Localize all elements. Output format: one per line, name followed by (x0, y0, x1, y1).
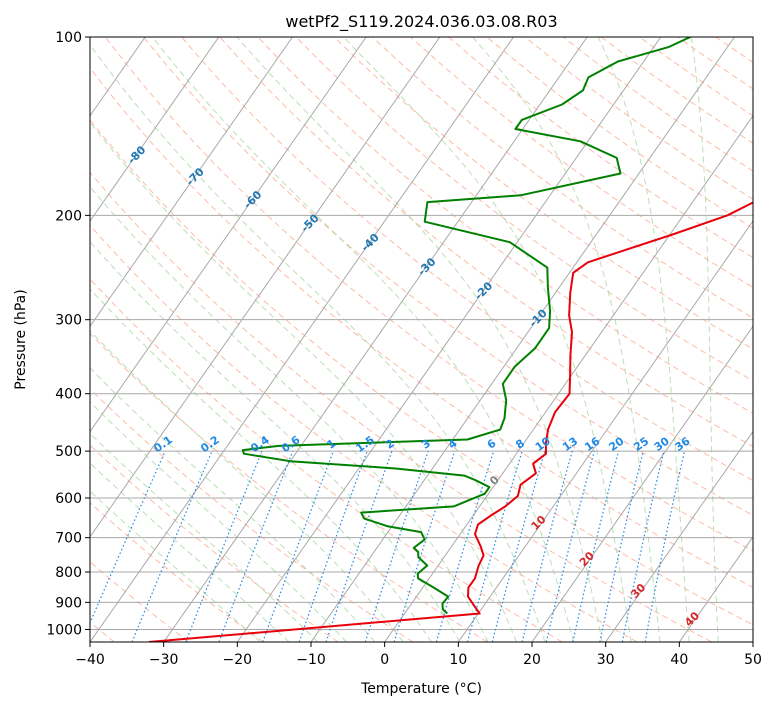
chart-title: wetPf2_S119.2024.036.03.08.R03 (285, 12, 557, 32)
moist-adiabat-line (472, 37, 661, 642)
mixing-ratio-line (131, 450, 213, 642)
moist-adiabat-line (90, 121, 517, 642)
mixing-ratio-line (572, 450, 620, 642)
mixing-ratio-line (466, 450, 523, 642)
mixing-ratio-line (298, 450, 368, 642)
y-tick-label: 900 (55, 595, 82, 611)
y-tick-label: 1000 (46, 622, 82, 638)
mixing-ratio-line (364, 450, 429, 642)
mixing-ratio-line (185, 450, 263, 642)
y-axis: 100 200 300 400 500 600 700 800 900 1000 (46, 30, 90, 638)
isotherm-line (163, 37, 588, 642)
y-tick-label: 800 (55, 565, 82, 581)
mixing-ratio-line (521, 450, 573, 642)
x-tick-label: −20 (223, 652, 253, 668)
moist-adiabat-line (90, 240, 461, 642)
y-tick-label: 300 (55, 313, 82, 329)
temperature-profile-line (148, 201, 753, 642)
moist-adiabat-line (90, 329, 404, 642)
mixing-ratio-line (435, 450, 495, 642)
pressure-gridlines (90, 37, 753, 630)
isotherm-line (236, 37, 662, 642)
dry-adiabat-line (90, 278, 563, 642)
isotherm-line (678, 535, 753, 642)
y-tick-label: 400 (55, 387, 82, 403)
moist-adiabat-line (90, 432, 319, 642)
dry-adiabat-line (143, 37, 753, 516)
isotherm-line (90, 37, 514, 642)
isotherm-line (457, 220, 753, 642)
isotherm-line (90, 37, 293, 328)
isotherm-line (90, 37, 220, 222)
x-tick-label: 0 (380, 652, 389, 668)
dry-adiabat-line (104, 37, 753, 552)
mixing-ratio-line (393, 450, 456, 642)
sounding-series (148, 37, 753, 642)
x-tick-label: −30 (149, 652, 179, 668)
y-tick-label: 200 (55, 208, 82, 224)
moist-adiabat-line (90, 185, 489, 642)
moist-adiabat-line (597, 37, 690, 642)
y-tick-label: 600 (55, 491, 82, 507)
moist-adiabat-line (343, 37, 632, 642)
x-tick-label: 20 (523, 652, 541, 668)
dry-adiabat-line (90, 67, 753, 588)
moist-adiabat-line (90, 462, 290, 642)
moist-adiabat-line (90, 43, 546, 642)
x-tick-label: 30 (597, 652, 615, 668)
moist-adiabat-line (90, 288, 432, 642)
dry-adiabat-line (410, 37, 753, 289)
mixing-ratio-line (90, 450, 166, 625)
dry-adiabat-line (219, 37, 753, 448)
mixing-ratio-line (218, 450, 294, 642)
x-axis-label: Temperature (°C) (360, 681, 482, 697)
isotherms (90, 37, 753, 642)
dry-adiabat-line (90, 502, 264, 642)
moist-adiabat-line (236, 37, 603, 642)
isotherm-line (90, 37, 367, 433)
mixing-ratio-line (491, 450, 546, 642)
mixing-ratio-lines (90, 450, 686, 642)
x-tick-label: 10 (449, 652, 467, 668)
x-tick-label: 40 (670, 652, 688, 668)
isotherm-line (384, 114, 753, 642)
dry-adiabat-line (90, 171, 712, 642)
dewpoint-profile-line (241, 37, 691, 615)
isotherm-line (90, 37, 441, 538)
y-tick-label: 700 (55, 531, 82, 547)
x-tick-label: −10 (296, 652, 326, 668)
mixing-ratio-line (599, 450, 644, 642)
plot-area: 0.10.20.40.611.52346810131620253036-100-… (90, 37, 753, 642)
isotherm-line (310, 37, 735, 642)
plot-frame (89, 36, 754, 643)
moist-adiabat-line (690, 37, 719, 642)
isotherm-line (531, 325, 753, 642)
mixing-ratio-line (262, 450, 334, 642)
y-tick-label: 100 (55, 30, 82, 46)
moist-adiabat-line (90, 490, 261, 642)
dry-adiabat-line (295, 37, 753, 382)
isotherm-line (605, 430, 753, 642)
x-tick-label: −40 (75, 652, 105, 668)
dry-adiabat-line (90, 332, 488, 642)
y-tick-label: 500 (55, 444, 82, 460)
dry-adiabat-line (257, 37, 753, 414)
mixing-ratio-line (545, 450, 595, 642)
moist-adiabats (90, 37, 719, 642)
dry-adiabat-line (90, 119, 753, 626)
mixing-ratio-line (325, 450, 393, 642)
moist-adiabat-line (90, 367, 376, 642)
x-axis: −40 −30 −20 −10 0 10 20 30 40 50 (75, 642, 762, 668)
y-axis-label: Pressure (hPa) (13, 289, 29, 389)
moist-adiabat-line (152, 37, 575, 642)
x-tick-label: 50 (744, 652, 762, 668)
